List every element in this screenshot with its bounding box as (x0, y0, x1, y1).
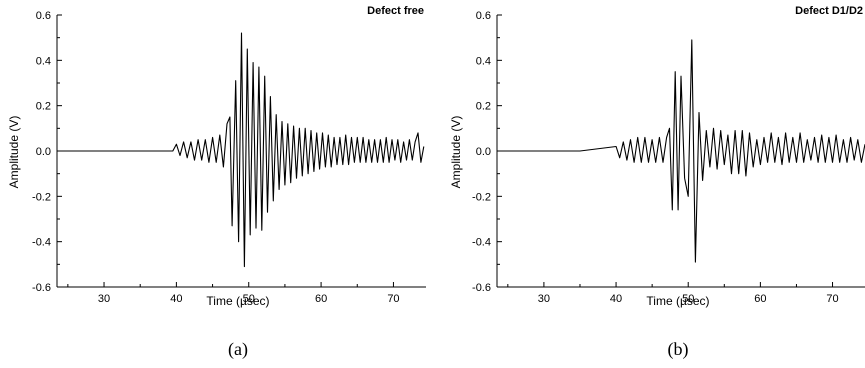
panel-title: Defect D1/D2 (795, 5, 863, 17)
y-tick-label: -0.6 (472, 282, 491, 294)
panel-b: Defect D1/D2 Amplitude (V) Time (µsec) (… (449, 5, 865, 360)
y-tick-label: 0.0 (36, 146, 51, 158)
y-tick-label: 0.2 (36, 101, 51, 113)
y-tick-label: 0.0 (476, 146, 491, 158)
x-tick-label: 40 (610, 293, 622, 305)
x-tick-label: 30 (98, 293, 110, 305)
x-tick-label: 60 (315, 293, 327, 305)
x-tick-label: 40 (170, 293, 182, 305)
x-tick-label: 30 (538, 293, 550, 305)
panel-title: Defect free (367, 5, 424, 17)
x-tick-label: 70 (826, 293, 838, 305)
x-axis-label: Time (µsec) (206, 294, 269, 308)
y-tick-label: -0.4 (472, 237, 491, 249)
y-axis-label: Amplitude (V) (7, 116, 21, 189)
y-tick-label: -0.4 (32, 237, 51, 249)
signal-trace (497, 39, 865, 263)
signal-trace (57, 32, 425, 268)
panel-caption: (b) (668, 339, 689, 360)
x-tick-label: 50 (682, 293, 694, 305)
x-tick-label: 70 (387, 293, 399, 305)
y-tick-label: 0.6 (36, 10, 51, 22)
x-axis-label: Time (µsec) (646, 294, 709, 308)
y-tick-label: -0.6 (32, 282, 51, 294)
y-tick-label: 0.4 (36, 55, 51, 67)
y-tick-label: -0.2 (472, 191, 491, 203)
panel-a: Defect free Amplitude (V) Time (µsec) (a… (7, 5, 426, 360)
x-tick-label: 50 (243, 293, 255, 305)
y-tick-label: 0.6 (476, 10, 491, 22)
panel-caption: (a) (228, 339, 248, 360)
y-tick-label: 0.2 (476, 101, 491, 113)
y-tick-label: 0.4 (476, 55, 491, 67)
y-axis-label: Amplitude (V) (449, 116, 463, 189)
x-tick-label: 60 (754, 293, 766, 305)
y-tick-label: -0.2 (32, 191, 51, 203)
